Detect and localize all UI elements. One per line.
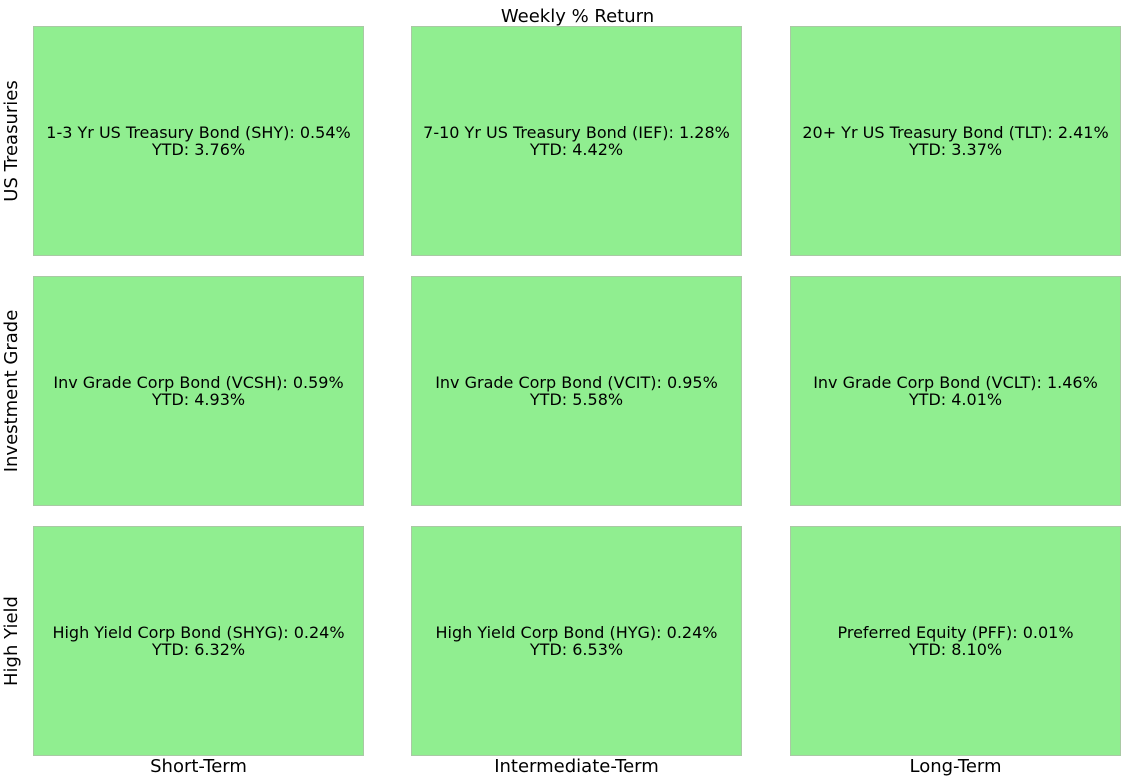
row-label: Investment Grade (1, 309, 22, 473)
table-cell: Inv Grade Corp Bond (VCSH): 0.59% YTD: 4.… (33, 276, 364, 506)
cell-label: Inv Grade Corp Bond (VCSH): 0.59% YTD: 4.… (53, 374, 343, 408)
cell-weekly-return: 7-10 Yr US Treasury Bond (IEF): 1.28% (423, 123, 730, 142)
cell-weekly-return: High Yield Corp Bond (SHYG): 0.24% (52, 623, 345, 642)
cell-label: 1-3 Yr US Treasury Bond (SHY): 0.54% YTD:… (46, 124, 350, 158)
table-cell: Inv Grade Corp Bond (VCLT): 1.46% YTD: 4.… (790, 276, 1121, 506)
cell-ytd-return: YTD: 6.32% (151, 640, 246, 659)
cell-label: Inv Grade Corp Bond (VCLT): 1.46% YTD: 4.… (813, 374, 1098, 408)
cell-ytd-return: YTD: 3.37% (908, 140, 1003, 159)
cell-weekly-return: Inv Grade Corp Bond (VCLT): 1.46% (813, 373, 1098, 392)
cell-ytd-return: YTD: 4.93% (151, 390, 246, 409)
cell-label: High Yield Corp Bond (SHYG): 0.24% YTD: 6… (52, 624, 344, 658)
cell-ytd-return: YTD: 4.42% (529, 140, 624, 159)
table-cell: 7-10 Yr US Treasury Bond (IEF): 1.28% YTD… (411, 26, 742, 256)
cell-ytd-return: YTD: 6.53% (529, 640, 624, 659)
cell-weekly-return: Preferred Equity (PFF): 0.01% (837, 623, 1074, 642)
column-label: Intermediate-Term (494, 756, 659, 777)
cell-ytd-return: YTD: 8.10% (908, 640, 1003, 659)
table-cell: Preferred Equity (PFF): 0.01% YTD: 8.10% (790, 526, 1121, 756)
cell-weekly-return: 1-3 Yr US Treasury Bond (SHY): 0.54% (46, 123, 351, 142)
cell-ytd-return: YTD: 3.76% (151, 140, 246, 159)
cell-weekly-return: Inv Grade Corp Bond (VCSH): 0.59% (53, 373, 344, 392)
table-cell: High Yield Corp Bond (SHYG): 0.24% YTD: 6… (33, 526, 364, 756)
row-label: High Yield (1, 596, 22, 686)
cell-ytd-return: YTD: 5.58% (529, 390, 624, 409)
row-label: US Treasuries (1, 80, 22, 202)
cell-weekly-return: High Yield Corp Bond (HYG): 0.24% (435, 623, 718, 642)
cell-label: Preferred Equity (PFF): 0.01% YTD: 8.10% (837, 624, 1073, 658)
cell-ytd-return: YTD: 4.01% (908, 390, 1003, 409)
chart-title: Weekly % Return (500, 6, 655, 27)
cell-label: High Yield Corp Bond (HYG): 0.24% YTD: 6.… (436, 624, 718, 658)
table-cell: Inv Grade Corp Bond (VCIT): 0.95% YTD: 5.… (411, 276, 742, 506)
cell-weekly-return: Inv Grade Corp Bond (VCIT): 0.95% (435, 373, 718, 392)
cell-weekly-return: 20+ Yr US Treasury Bond (TLT): 2.41% (802, 123, 1109, 142)
cell-label: 20+ Yr US Treasury Bond (TLT): 2.41% YTD:… (802, 124, 1108, 158)
cell-label: 7-10 Yr US Treasury Bond (IEF): 1.28% YTD… (423, 124, 730, 158)
table-cell: 20+ Yr US Treasury Bond (TLT): 2.41% YTD:… (790, 26, 1121, 256)
column-label: Short-Term (150, 756, 247, 777)
table-cell: 1-3 Yr US Treasury Bond (SHY): 0.54% YTD:… (33, 26, 364, 256)
table-cell: High Yield Corp Bond (HYG): 0.24% YTD: 6.… (411, 526, 742, 756)
cell-label: Inv Grade Corp Bond (VCIT): 0.95% YTD: 5.… (435, 374, 718, 408)
column-label: Long-Term (909, 756, 1002, 777)
